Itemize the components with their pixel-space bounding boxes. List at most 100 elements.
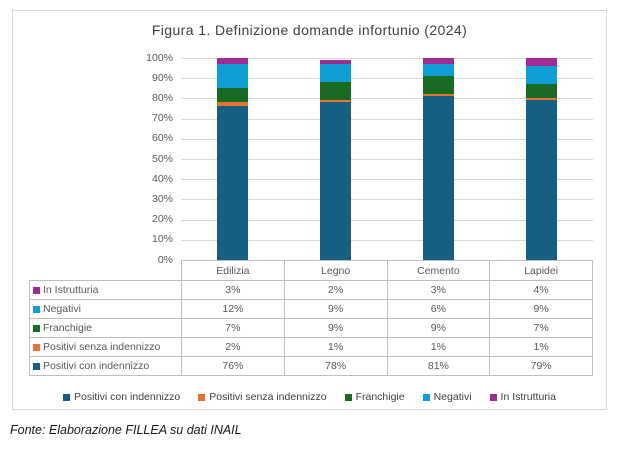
bar-segment-cemento-in-istrutturia <box>423 58 454 65</box>
y-axis-tick-label: 0% <box>157 253 173 266</box>
table-header-legno: Legno <box>284 261 388 281</box>
table-value-edilizia-negativi: 12% <box>182 300 285 319</box>
series-key-icon <box>33 305 40 313</box>
data-table-series-labels: In Istrutturia Negativi Franchigie Positivi… <box>29 280 181 376</box>
bar-segment-cemento-positivi-senza-indennizzo <box>423 94 454 97</box>
table-value-legno-franchigie: 9% <box>284 319 388 338</box>
table-series-label-franchigie: Franchigie <box>30 319 181 338</box>
table-series-label-positivi-senza-indennizzo: Positivi senza indennizzo <box>30 338 181 357</box>
bar-segment-lapidei-negativi <box>526 66 557 85</box>
series-key-icon <box>33 324 40 332</box>
data-table-values: Edilizia Legno Cemento Lapidei 3% 2% 3% 4% 12% 9%… <box>181 260 593 376</box>
series-key-icon <box>33 286 40 294</box>
series-label-text: Negativi <box>43 303 81 315</box>
bar-segment-lapidei-positivi-senza-indennizzo <box>526 98 557 101</box>
bar-segment-lapidei-positivi-con-indennizzo <box>526 100 557 260</box>
gridline <box>181 159 593 160</box>
y-axis-tick-label: 30% <box>151 192 173 205</box>
series-label-text: Positivi senza indennizzo <box>43 341 161 353</box>
y-axis-tick-label: 20% <box>151 213 173 226</box>
y-axis-tick-label: 90% <box>151 71 173 84</box>
gridline <box>181 239 593 241</box>
legend-item-negativi: Negativi <box>422 391 472 403</box>
legend-label: Positivi con indennizzo <box>74 391 181 403</box>
chart-frame: Figura 1. Definizione domande infortunio… <box>12 10 607 410</box>
table-series-label-positivi-con-indennizzo: Positivi con indennizzo <box>30 357 181 376</box>
gridline <box>181 118 593 120</box>
legend-item-positivi-senza-indennizzo: Positivi senza indennizzo <box>198 391 327 403</box>
legend-label: Franchigie <box>355 391 405 403</box>
table-header-lapidei: Lapidei <box>490 261 593 281</box>
table-value-edilizia-in-istrutturia: 3% <box>182 281 285 300</box>
y-axis-tick-label: 60% <box>151 132 173 145</box>
legend-label: Negativi <box>433 391 472 403</box>
chart-legend: Positivi con indennizzo Positivi senza in… <box>13 390 606 404</box>
y-axis-tick-label: 50% <box>151 152 173 165</box>
table-header-edilizia: Edilizia <box>182 261 285 281</box>
series-label-text: Franchigie <box>43 322 93 334</box>
table-value-lapidei-positivi-senza-indennizzo: 1% <box>490 338 593 357</box>
table-header-cemento: Cemento <box>387 261 491 281</box>
table-value-cemento-in-istrutturia: 3% <box>387 281 491 300</box>
legend-item-positivi-con-indennizzo: Positivi con indennizzo <box>63 391 180 403</box>
table-value-legno-in-istrutturia: 2% <box>284 281 388 300</box>
plot-area <box>181 58 593 261</box>
bar-segment-edilizia-positivi-con-indennizzo <box>217 106 248 260</box>
legend-item-in-istrutturia: In Istrutturia <box>489 391 556 403</box>
bar-segment-edilizia-positivi-senza-indennizzo <box>217 102 248 107</box>
y-axis-tick-label: 100% <box>146 51 173 64</box>
legend-item-franchigie: Franchigie <box>344 391 405 403</box>
bar-segment-edilizia-franchigie <box>217 88 248 103</box>
y-axis-tick-label: 10% <box>151 233 173 246</box>
gridline <box>181 138 593 140</box>
source-note: Fonte: Elaborazione FILLEA su dati INAIL <box>10 423 242 437</box>
bar-segment-edilizia-in-istrutturia <box>217 58 248 65</box>
table-value-lapidei-franchigie: 7% <box>490 319 593 338</box>
table-value-lapidei-positivi-con-indennizzo: 79% <box>490 357 593 376</box>
bar-segment-edilizia-negativi <box>217 64 248 89</box>
bar-segment-lapidei-franchigie <box>526 84 557 99</box>
table-value-lapidei-in-istrutturia: 4% <box>490 281 593 300</box>
gridline <box>181 179 593 181</box>
gridline <box>181 58 593 59</box>
legend-label: In Istrutturia <box>500 391 556 403</box>
gridline <box>181 78 593 80</box>
table-series-label-in-istrutturia: In Istrutturia <box>30 281 181 300</box>
bar-segment-lapidei-in-istrutturia <box>526 58 557 67</box>
table-value-lapidei-negativi: 9% <box>490 300 593 319</box>
table-value-legno-negativi: 9% <box>284 300 388 319</box>
legend-swatch-icon <box>63 393 70 401</box>
y-axis: 0% 10% 20% 30% 40% 50% 60% 70% 80% 90% 100% <box>103 52 173 266</box>
bar-segment-legno-positivi-con-indennizzo <box>320 102 351 260</box>
chart-title: Figura 1. Definizione domande infortunio… <box>151 22 468 38</box>
table-value-cemento-positivi-con-indennizzo: 81% <box>387 357 491 376</box>
bar-segment-legno-negativi <box>320 64 351 83</box>
legend-swatch-icon <box>344 393 352 401</box>
legend-swatch-icon <box>198 393 206 401</box>
table-series-label-negativi: Negativi <box>30 300 181 319</box>
bar-segment-legno-in-istrutturia <box>320 60 351 65</box>
bar-segment-cemento-positivi-con-indennizzo <box>423 96 454 260</box>
table-value-cemento-positivi-senza-indennizzo: 1% <box>387 338 491 357</box>
legend-label: Positivi senza indennizzo <box>209 391 327 403</box>
legend-swatch-icon <box>422 393 430 401</box>
legend-swatch-icon <box>489 393 497 401</box>
series-label-text: In Istrutturia <box>43 284 99 296</box>
y-axis-tick-label: 80% <box>151 91 173 104</box>
series-key-icon <box>33 343 40 351</box>
bar-segment-legno-franchigie <box>320 82 351 101</box>
bar-segment-cemento-negativi <box>423 64 454 77</box>
table-value-cemento-negativi: 6% <box>387 300 491 319</box>
gridline <box>181 199 593 201</box>
bar-segment-legno-positivi-senza-indennizzo <box>320 100 351 103</box>
table-value-legno-positivi-con-indennizzo: 78% <box>284 357 388 376</box>
series-key-icon <box>33 362 40 370</box>
bar-segment-cemento-franchigie <box>423 76 454 95</box>
table-value-edilizia-positivi-senza-indennizzo: 2% <box>182 338 285 357</box>
table-value-edilizia-positivi-con-indennizzo: 76% <box>182 357 285 376</box>
y-axis-tick-label: 40% <box>151 172 173 185</box>
series-label-text: Positivi con indennizzo <box>43 360 150 372</box>
gridline <box>181 98 593 100</box>
table-value-legno-positivi-senza-indennizzo: 1% <box>284 338 388 357</box>
